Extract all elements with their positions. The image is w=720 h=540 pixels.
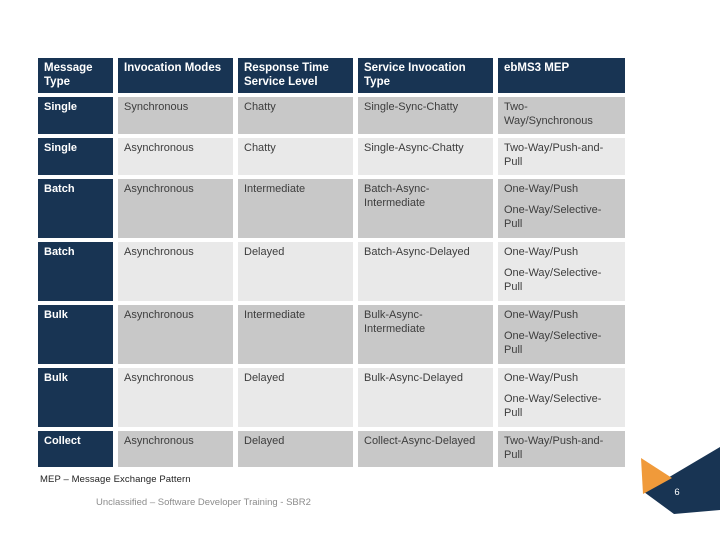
cell-invocation-mode: Asynchronous [118, 304, 233, 364]
mep-value: Two-Way/Push-and-Pull [504, 141, 604, 168]
row-header-message-type: Batch [38, 178, 113, 238]
cell-service-invocation-type: Bulk-Async-Delayed [358, 367, 493, 427]
corner-accent-triangle-icon [641, 458, 672, 494]
cell-service-invocation-type: Single-Sync-Chatty [358, 96, 493, 134]
mep-value: One-Way/Selective-Pull [504, 392, 602, 419]
row-header-message-type: Single [38, 96, 113, 134]
cell-service-invocation-type: Batch-Async-Intermediate [358, 178, 493, 238]
cell-service-invocation-type: Batch-Async-Delayed [358, 241, 493, 301]
table-body: Single Synchronous Chatty Single-Sync-Chatt… [38, 96, 625, 467]
cell-invocation-mode: Synchronous [118, 96, 233, 134]
cell-response-time-service-level: Chatty [238, 137, 353, 175]
table-row: Single Synchronous Chatty Single-Sync-Chatt… [38, 96, 625, 134]
cell-invocation-mode: Asynchronous [118, 430, 233, 467]
corner-ribbon-shape [644, 447, 720, 514]
mep-value: Two-Way/Push-and-Pull [504, 434, 604, 461]
cell-ebms3-mep: Two-Way/Synchronous [498, 96, 625, 134]
cell-service-invocation-type: Collect-Async-Delayed [358, 430, 493, 467]
column-header-response-time-service-level: Response Time Service Level [238, 58, 353, 93]
row-header-message-type: Bulk [38, 367, 113, 427]
row-header-message-type: Batch [38, 241, 113, 301]
mep-value: One-Way/Push [504, 245, 579, 258]
row-header-message-type: Single [38, 137, 113, 175]
cell-response-time-service-level: Intermediate [238, 178, 353, 238]
cell-service-invocation-type: Single-Async-Chatty [358, 137, 493, 175]
cell-ebms3-mep: Two-Way/Push-and-Pull [498, 137, 625, 175]
table-row: Bulk Asynchronous Intermediate Bulk-Async-I… [38, 304, 625, 364]
classification-footer: Unclassified – Software Developer Traini… [96, 497, 311, 508]
cell-ebms3-mep: One-Way/Push One-Way/Selective-Pull [498, 241, 625, 301]
mep-table-container: Message Type Invocation Modes Response T… [33, 54, 630, 471]
cell-invocation-mode: Asynchronous [118, 241, 233, 301]
cell-ebms3-mep: One-Way/Push One-Way/Selective-Pull [498, 178, 625, 238]
cell-invocation-mode: Asynchronous [118, 137, 233, 175]
cell-response-time-service-level: Intermediate [238, 304, 353, 364]
table-row: Bulk Asynchronous Delayed Bulk-Async-Delaye… [38, 367, 625, 427]
mep-table: Message Type Invocation Modes Response T… [33, 54, 630, 471]
table-row: Batch Asynchronous Intermediate Batch-Async… [38, 178, 625, 238]
column-header-message-type: Message Type [38, 58, 113, 93]
mep-value: One-Way/Selective-Pull [504, 203, 602, 230]
cell-service-invocation-type: Bulk-Async-Intermediate [358, 304, 493, 364]
column-header-service-invocation-type: Service Invocation Type [358, 58, 493, 93]
page-number: 6 [674, 487, 679, 498]
row-header-message-type: Collect [38, 430, 113, 467]
cell-invocation-mode: Asynchronous [118, 367, 233, 427]
cell-ebms3-mep: One-Way/Push One-Way/Selective-Pull [498, 367, 625, 427]
cell-ebms3-mep: One-Way/Push One-Way/Selective-Pull [498, 304, 625, 364]
mep-value: One-Way/Push [504, 308, 579, 321]
cell-invocation-mode: Asynchronous [118, 178, 233, 238]
table-row: Collect Asynchronous Delayed Collect-Async-… [38, 430, 625, 467]
footnote-mep-definition: MEP – Message Exchange Pattern [40, 474, 191, 485]
mep-value: Two-Way/Synchronous [504, 100, 593, 127]
row-header-message-type: Bulk [38, 304, 113, 364]
mep-value: One-Way/Selective-Pull [504, 266, 602, 293]
cell-response-time-service-level: Delayed [238, 430, 353, 467]
table-header-row: Message Type Invocation Modes Response T… [38, 58, 625, 93]
cell-response-time-service-level: Delayed [238, 241, 353, 301]
table-row: Single Asynchronous Chatty Single-Async-Cha… [38, 137, 625, 175]
table-row: Batch Asynchronous Delayed Batch-Async-Dela… [38, 241, 625, 301]
cell-ebms3-mep: Two-Way/Push-and-Pull [498, 430, 625, 467]
corner-decoration: 6 [641, 447, 720, 514]
mep-value: One-Way/Push [504, 371, 579, 384]
mep-value: One-Way/Selective-Pull [504, 329, 602, 356]
cell-response-time-service-level: Delayed [238, 367, 353, 427]
mep-value: One-Way/Push [504, 182, 579, 195]
cell-response-time-service-level: Chatty [238, 96, 353, 134]
column-header-invocation-modes: Invocation Modes [118, 58, 233, 93]
column-header-ebms3-mep: ebMS3 MEP [498, 58, 625, 93]
